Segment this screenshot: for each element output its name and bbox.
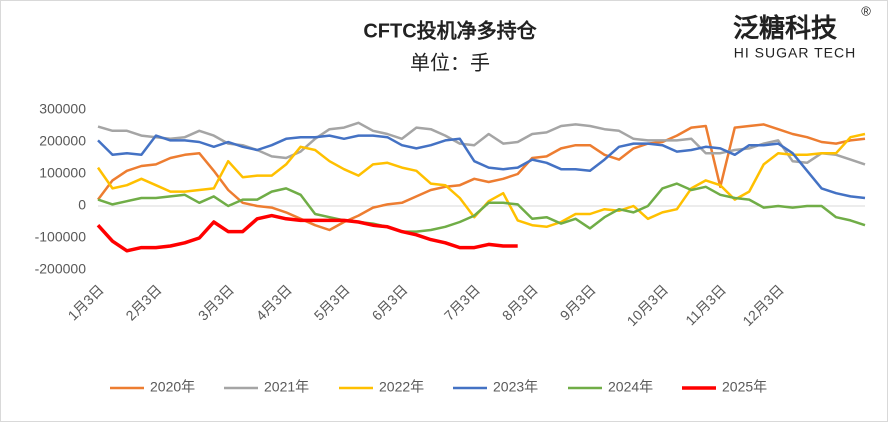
legend-label: 2023年	[493, 379, 538, 395]
legend-label: 2021年	[264, 379, 309, 395]
series-line	[97, 182, 866, 233]
series-line	[97, 123, 866, 232]
y-tick-label: 300000	[39, 101, 86, 117]
y-tick-label: 0	[78, 197, 86, 213]
y-tick-label: 100000	[39, 165, 86, 181]
y-tick-label: -100000	[35, 229, 87, 245]
logo-name: 泛糖科技	[733, 13, 837, 43]
y-tick-label: -200000	[35, 261, 87, 277]
legend-label: 2022年	[379, 379, 424, 395]
series-line	[97, 134, 866, 200]
logo-tagline: HI SUGAR TECH	[734, 45, 856, 61]
legend-label: 2020年	[150, 379, 195, 395]
series-line	[96, 213, 518, 253]
chart-subtitle: 单位：手	[410, 51, 490, 74]
y-tick-label: 200000	[39, 133, 86, 149]
legend-label: 2025年	[722, 379, 767, 395]
chart-title: CFTC投机净多持仓	[363, 18, 537, 42]
logo-mark: ®	[861, 3, 871, 18]
legend-label: 2024年	[608, 379, 653, 395]
